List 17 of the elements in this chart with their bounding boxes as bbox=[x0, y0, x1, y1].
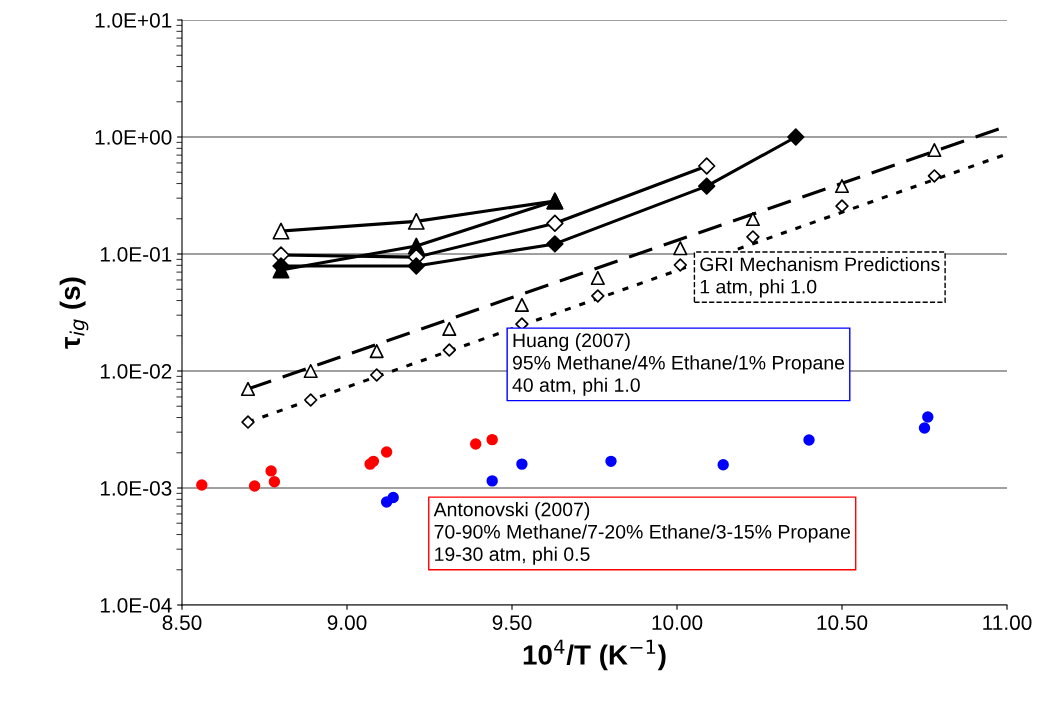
x-tick-label: 9.00 bbox=[327, 615, 367, 631]
x-tick-label: 11.00 bbox=[983, 615, 1032, 631]
y-tick-label: 1.0E-01 bbox=[100, 247, 172, 262]
x-tick-label: 9.50 bbox=[492, 615, 532, 631]
annotation: Huang (2007) 95% Methane/4% Ethane/1% Propane 40 atm, phi 1.0 bbox=[512, 332, 845, 396]
x-axis-title: 10$^{4}$/T (K$^{−1}$) bbox=[523, 639, 666, 671]
x-tick-label: 8.50 bbox=[162, 615, 202, 631]
y-tick-label: 1.0E+01 bbox=[95, 13, 172, 28]
annotation: Antonovski (2007) 70-90% Methane/7-20% Ethane/3-15% Propane 19-30 atm, phi 0.5 bbox=[433, 502, 851, 565]
y-axis-title: τ$_{ig}$ (s) bbox=[59, 277, 89, 349]
y-tick-label: 1.0E+00 bbox=[95, 130, 172, 145]
y-tick-label: 1.0E-04 bbox=[100, 598, 172, 613]
annotation: GRI Mechanism Predictions 1 atm, phi 1.0 bbox=[700, 256, 940, 298]
y-tick-label: 1.0E-02 bbox=[100, 364, 172, 379]
y-tick-label: 1.0E-03 bbox=[100, 481, 172, 496]
x-tick-label: 10.00 bbox=[652, 615, 703, 631]
x-tick-label: 10.50 bbox=[817, 615, 868, 631]
